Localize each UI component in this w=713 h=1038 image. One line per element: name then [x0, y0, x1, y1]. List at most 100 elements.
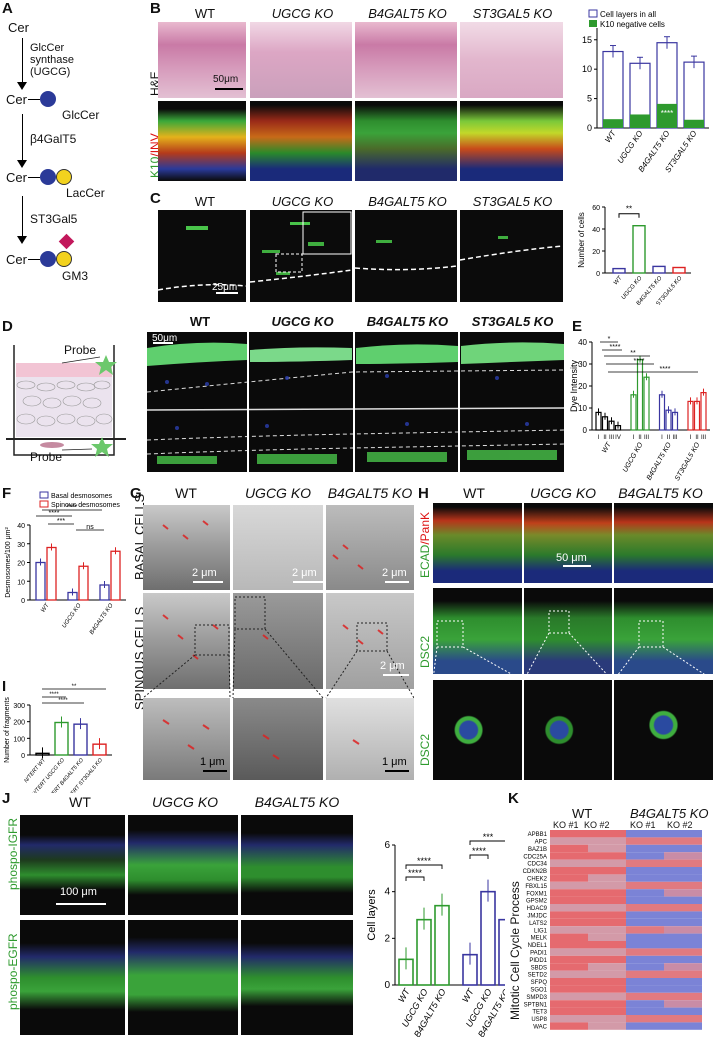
bond-2 — [28, 177, 40, 178]
k-row-label: SMPD3 — [526, 995, 547, 1001]
chart-f-bar — [46, 546, 57, 601]
chart-f-bar — [35, 561, 46, 601]
em-spinous-ugcg — [233, 593, 323, 689]
k-cell — [664, 881, 702, 890]
k-row-label: USP8 — [531, 1017, 547, 1023]
chart-b-bar-k10neg — [630, 114, 650, 128]
k-cell — [664, 970, 702, 978]
chart-e-sub-label: III — [644, 435, 649, 441]
k-cell — [588, 844, 626, 853]
chart-j-sig-bracket — [469, 854, 489, 859]
k-cell — [626, 970, 664, 978]
k-cell — [626, 844, 664, 853]
chart-j-annotation: **** — [408, 868, 423, 878]
c-col-st3gal5: ST3GAL5 KO — [472, 194, 553, 209]
chart-e-y-tick-label: 20 — [578, 382, 587, 391]
panel-k-label: K — [508, 790, 519, 807]
chart-e-annotation: **** — [610, 344, 621, 351]
c-col-ugcg: UGCG KO — [271, 194, 334, 209]
k-cell — [626, 992, 664, 1001]
em-spinous-wt — [143, 593, 230, 689]
k-cell — [588, 911, 626, 919]
k-cell — [626, 1000, 664, 1008]
chart-j-sig-bracket — [405, 864, 443, 869]
k-cell — [626, 1007, 664, 1015]
k-cell — [626, 1015, 664, 1023]
chart-e-y-tick-label: 0 — [583, 426, 588, 435]
k-cell — [664, 948, 702, 956]
d-probe-bottom: Probe — [30, 450, 63, 464]
chart-f-annotation: **** — [67, 504, 78, 511]
k-cell — [588, 881, 626, 890]
b-scale-text: 50μm — [213, 74, 239, 85]
k-cell — [550, 904, 588, 912]
j-col-wt: WT — [69, 794, 91, 810]
chart-f-y-tick-label: 0 — [21, 598, 25, 605]
k-cell — [550, 963, 588, 971]
chart-c-y-tick-label: 60 — [592, 205, 600, 212]
k-cell — [588, 1022, 626, 1030]
chart-c-bar — [652, 265, 666, 274]
h-overlay — [433, 565, 713, 681]
k-cell — [626, 837, 664, 845]
k-row-label: PIDD1 — [529, 958, 547, 964]
chart-e-group-label: UGCG KO — [622, 441, 645, 474]
d-image-strip — [147, 332, 564, 472]
chart-j-y-tick-label: 2 — [384, 933, 390, 944]
panel-e-label: E — [572, 318, 583, 335]
chart-b-legend-2: K10 negative cells — [600, 20, 665, 29]
k-cell — [550, 985, 588, 993]
enzyme-ugcg: GlcCer synthase (UGCG) — [30, 42, 75, 78]
k-cell — [588, 867, 626, 875]
laccer-label: LacCer — [66, 186, 105, 200]
chart-e-sub-label: III — [609, 435, 614, 441]
k-cell — [664, 992, 702, 1001]
k-row-label: CDC34 — [527, 862, 547, 868]
k-row-label: TET3 — [532, 1010, 547, 1016]
g-scale-2: 2 μm — [292, 567, 317, 579]
k-row-label: LATS2 — [529, 921, 548, 927]
chart-f-bar — [110, 550, 121, 601]
he-image-ugcg — [250, 22, 352, 98]
k-cell — [588, 955, 626, 964]
k-sub-3: KO #1 — [630, 820, 656, 830]
chart-e-bar — [630, 394, 637, 431]
he-image-b4galt5 — [355, 22, 457, 98]
panel-a-pathway: Cer GlcCer synthase (UGCG) Cer GlcCer β4… — [0, 0, 140, 290]
k-cell — [588, 889, 626, 897]
k-cell — [664, 963, 702, 971]
chart-e-sub-label: II — [638, 435, 642, 441]
k-cell — [664, 904, 702, 912]
k-cell — [550, 918, 588, 927]
d-col-wt: WT — [189, 314, 211, 329]
em-basal-wt — [143, 505, 230, 590]
enzyme-st3gal5: ST3Gal5 — [30, 212, 78, 226]
chart-j-y-tick-label: 0 — [384, 980, 390, 991]
k-cell — [664, 911, 702, 919]
k-row-label: PADI1 — [530, 951, 548, 957]
chart-e-ylabel: Dye Intensity — [570, 359, 579, 412]
k-cell — [626, 926, 664, 934]
d-probe-top: Probe — [64, 343, 97, 357]
g-scale-3: 2 μm — [382, 567, 407, 579]
c-image-ugcg — [250, 210, 352, 302]
glucose-icon — [40, 251, 56, 267]
chart-j-sig-bracket — [469, 840, 505, 845]
chart-c-y-tick-label: 0 — [596, 271, 600, 278]
k-row-label: CHEK2 — [527, 877, 548, 883]
d-col-ugcg: UGCG KO — [271, 314, 334, 329]
k-row-label: WAC — [533, 1025, 547, 1031]
k-row-label: SGO1 — [530, 988, 547, 994]
k-cell — [664, 1022, 702, 1030]
k-cell — [588, 970, 626, 978]
chart-e-y-tick-label: 30 — [578, 360, 587, 369]
chart-b-legend-1: Cell layers in all — [600, 10, 656, 19]
h-image-ecad-ugcg — [524, 503, 612, 583]
em-zoom-b4galt5 — [326, 698, 414, 780]
chart-e-group-label: ST3GAL5 KO — [674, 441, 702, 482]
b-col-wt: WT — [194, 6, 216, 21]
k-row-label: SBDS — [531, 965, 547, 971]
